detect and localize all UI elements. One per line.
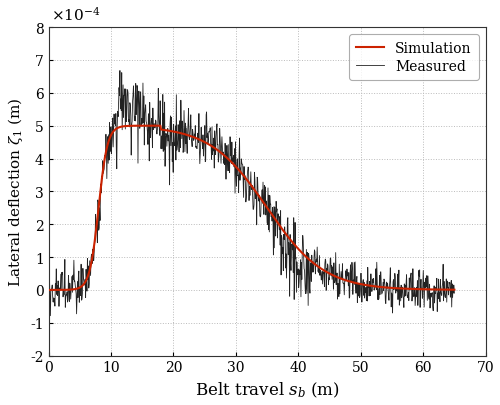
Simulation — [318, 266, 324, 271]
Simulation — [352, 281, 358, 286]
Legend: Simulation, Measured: Simulation, Measured — [350, 35, 478, 81]
Measured — [90, 258, 96, 263]
Measured — [46, 281, 52, 286]
Simulation — [150, 124, 156, 129]
Simulation — [158, 124, 164, 129]
Measured — [220, 153, 226, 158]
Line: Measured: Measured — [48, 71, 454, 316]
Simulation — [230, 162, 236, 166]
Simulation — [286, 235, 292, 240]
Measured — [152, 126, 158, 131]
Text: $\times 10^{-4}$: $\times 10^{-4}$ — [51, 5, 100, 23]
Simulation — [452, 288, 458, 292]
Simulation — [46, 288, 52, 293]
Measured — [48, 313, 54, 318]
Measured — [336, 283, 342, 288]
Line: Simulation: Simulation — [48, 126, 454, 290]
Measured — [397, 290, 403, 295]
Y-axis label: Lateral deflection $\zeta_1$ (m): Lateral deflection $\zeta_1$ (m) — [6, 97, 25, 286]
X-axis label: Belt travel $s_b$ (m): Belt travel $s_b$ (m) — [194, 380, 340, 399]
Measured — [452, 291, 458, 296]
Measured — [352, 260, 358, 265]
Simulation — [118, 125, 124, 130]
Measured — [117, 69, 123, 74]
